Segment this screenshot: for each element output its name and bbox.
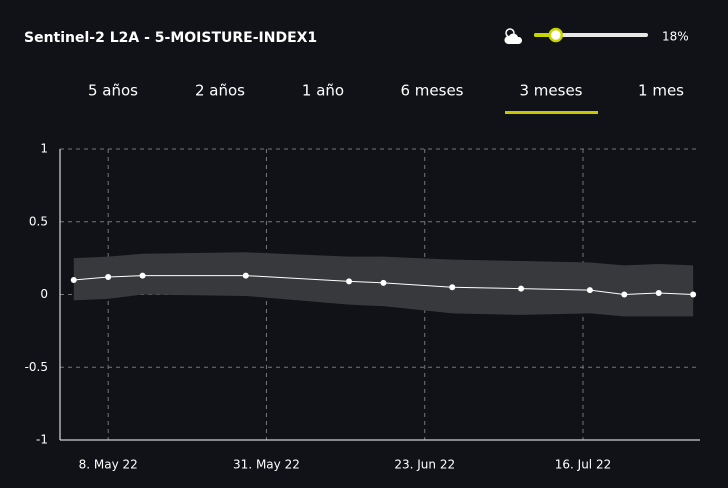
- cloud-percent: 18%: [662, 30, 689, 44]
- slider-knob[interactable]: [548, 27, 564, 43]
- tab[interactable]: 6 meses: [400, 82, 463, 100]
- page-title: Sentinel-2 L2A - 5-MOISTURE-INDEX1: [24, 30, 317, 46]
- point: [449, 284, 456, 291]
- tab[interactable]: 5 años: [88, 82, 138, 100]
- point: [139, 272, 146, 279]
- point: [105, 274, 112, 281]
- tab[interactable]: 2 años: [195, 82, 245, 100]
- x-tick-label: 23. Jun 22: [394, 458, 455, 472]
- point: [690, 291, 697, 298]
- point: [70, 276, 77, 283]
- tab[interactable]: 3 meses: [519, 82, 582, 100]
- y-tick-label: 1: [40, 142, 48, 156]
- point: [621, 291, 628, 298]
- y-tick-label: -0.5: [25, 360, 48, 374]
- point: [518, 285, 525, 292]
- x-tick-label: 8. May 22: [79, 458, 138, 472]
- cloud-icon: [504, 28, 523, 44]
- point: [655, 290, 662, 297]
- y-tick-label: -1: [36, 433, 48, 447]
- cloud-slider[interactable]: [534, 27, 648, 43]
- x-tick-label: 31. May 22: [233, 458, 300, 472]
- point: [242, 272, 249, 279]
- line: [73, 275, 694, 296]
- tab[interactable]: 1 año: [302, 82, 344, 100]
- point: [586, 287, 593, 294]
- y-tick-label: 0.5: [29, 214, 48, 228]
- point: [380, 279, 387, 286]
- point: [346, 278, 353, 285]
- tab[interactable]: 1 mes: [638, 82, 684, 100]
- x-tick-label: 16. Jul 22: [555, 458, 611, 472]
- tab-underline: [505, 111, 598, 114]
- y-tick-label: 0: [40, 287, 48, 301]
